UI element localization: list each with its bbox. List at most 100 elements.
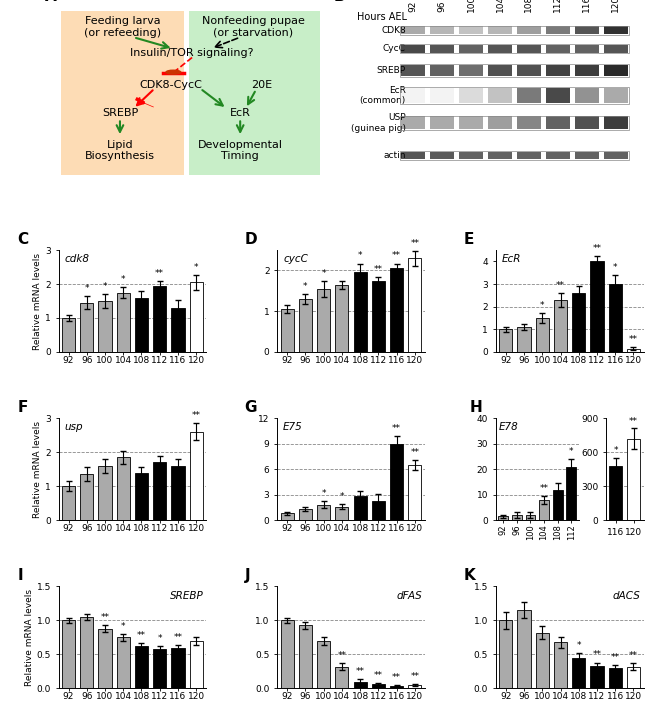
Text: SREBP: SREBP: [376, 66, 406, 75]
Text: Hours AEL: Hours AEL: [357, 12, 407, 22]
FancyBboxPatch shape: [488, 88, 512, 103]
Text: **: **: [556, 281, 565, 290]
FancyBboxPatch shape: [401, 65, 425, 77]
Text: F: F: [17, 400, 27, 415]
FancyBboxPatch shape: [189, 11, 320, 175]
Text: *: *: [321, 269, 326, 277]
Bar: [299, 625, 312, 688]
Bar: [335, 667, 348, 688]
FancyBboxPatch shape: [488, 26, 512, 34]
Bar: [608, 668, 622, 688]
Text: EcR
(common): EcR (common): [359, 86, 406, 105]
Text: *: *: [157, 634, 162, 643]
Text: (or refeeding): (or refeeding): [84, 28, 161, 38]
Text: CycC: CycC: [383, 44, 406, 53]
Text: dFAS: dFAS: [396, 591, 422, 601]
Bar: [153, 462, 166, 520]
FancyBboxPatch shape: [488, 116, 512, 130]
Text: *: *: [340, 492, 344, 501]
Text: **: **: [629, 417, 638, 426]
Text: **: **: [356, 668, 365, 676]
Y-axis label: Relative mRNA levels: Relative mRNA levels: [33, 421, 42, 518]
Text: *: *: [121, 275, 125, 285]
Bar: [172, 308, 185, 352]
Text: H: H: [469, 400, 482, 415]
Bar: [372, 684, 385, 688]
FancyBboxPatch shape: [575, 65, 599, 77]
Bar: [317, 505, 330, 520]
Bar: [117, 637, 130, 688]
FancyBboxPatch shape: [401, 26, 425, 34]
FancyBboxPatch shape: [488, 44, 512, 52]
Text: dACS: dACS: [613, 591, 640, 601]
FancyBboxPatch shape: [517, 44, 541, 52]
Bar: [135, 298, 148, 352]
Text: **: **: [410, 239, 419, 248]
Text: *: *: [540, 301, 545, 310]
Text: SREBP: SREBP: [102, 108, 138, 118]
FancyBboxPatch shape: [546, 88, 570, 103]
Text: Lipid: Lipid: [107, 140, 133, 150]
Text: *: *: [84, 284, 89, 293]
Bar: [499, 620, 512, 688]
Text: *: *: [613, 263, 617, 272]
FancyBboxPatch shape: [459, 116, 483, 130]
Text: cdk8: cdk8: [64, 254, 90, 264]
Bar: [390, 268, 403, 352]
FancyBboxPatch shape: [430, 151, 454, 159]
FancyBboxPatch shape: [546, 151, 570, 159]
FancyBboxPatch shape: [517, 26, 541, 34]
FancyBboxPatch shape: [430, 65, 454, 77]
Text: Feeding larva: Feeding larva: [84, 16, 161, 27]
Text: G: G: [244, 400, 257, 415]
Bar: [117, 457, 130, 520]
Bar: [153, 649, 166, 688]
Text: 100: 100: [467, 0, 476, 11]
FancyBboxPatch shape: [430, 44, 454, 52]
Bar: [190, 641, 203, 688]
Text: **: **: [611, 653, 619, 663]
Bar: [80, 617, 94, 688]
Bar: [62, 620, 75, 688]
Text: *: *: [303, 282, 307, 291]
Text: cycC: cycC: [283, 254, 308, 264]
Bar: [135, 645, 148, 688]
FancyBboxPatch shape: [575, 116, 599, 130]
Bar: [590, 262, 604, 352]
FancyBboxPatch shape: [401, 88, 425, 103]
Text: *: *: [321, 490, 326, 498]
Text: K: K: [463, 569, 475, 584]
Bar: [408, 258, 421, 352]
Bar: [354, 682, 367, 688]
Bar: [135, 473, 148, 520]
Text: 116: 116: [582, 0, 592, 11]
Text: Developmental: Developmental: [198, 140, 283, 150]
FancyBboxPatch shape: [430, 26, 454, 34]
Text: **: **: [392, 424, 401, 433]
Bar: [172, 647, 185, 688]
Bar: [354, 496, 367, 520]
Bar: [499, 516, 508, 520]
Y-axis label: Relative mRNA levels: Relative mRNA levels: [25, 589, 34, 686]
Bar: [512, 515, 522, 520]
Text: **: **: [174, 633, 183, 642]
Bar: [281, 513, 294, 520]
Text: 112: 112: [553, 0, 562, 11]
Text: EcR: EcR: [229, 108, 251, 118]
Text: CDK8: CDK8: [381, 26, 406, 34]
Bar: [390, 444, 403, 520]
Text: *: *: [103, 282, 107, 291]
Bar: [80, 303, 94, 352]
Bar: [390, 685, 403, 688]
FancyBboxPatch shape: [604, 26, 628, 34]
Text: (or starvation): (or starvation): [213, 28, 294, 38]
Text: 108: 108: [525, 0, 534, 11]
Bar: [190, 432, 203, 520]
Text: **: **: [374, 265, 383, 273]
Bar: [408, 685, 421, 688]
Text: *: *: [121, 622, 125, 631]
Text: Timing: Timing: [221, 151, 259, 161]
Bar: [281, 309, 294, 352]
Bar: [627, 439, 640, 520]
Bar: [536, 318, 549, 352]
